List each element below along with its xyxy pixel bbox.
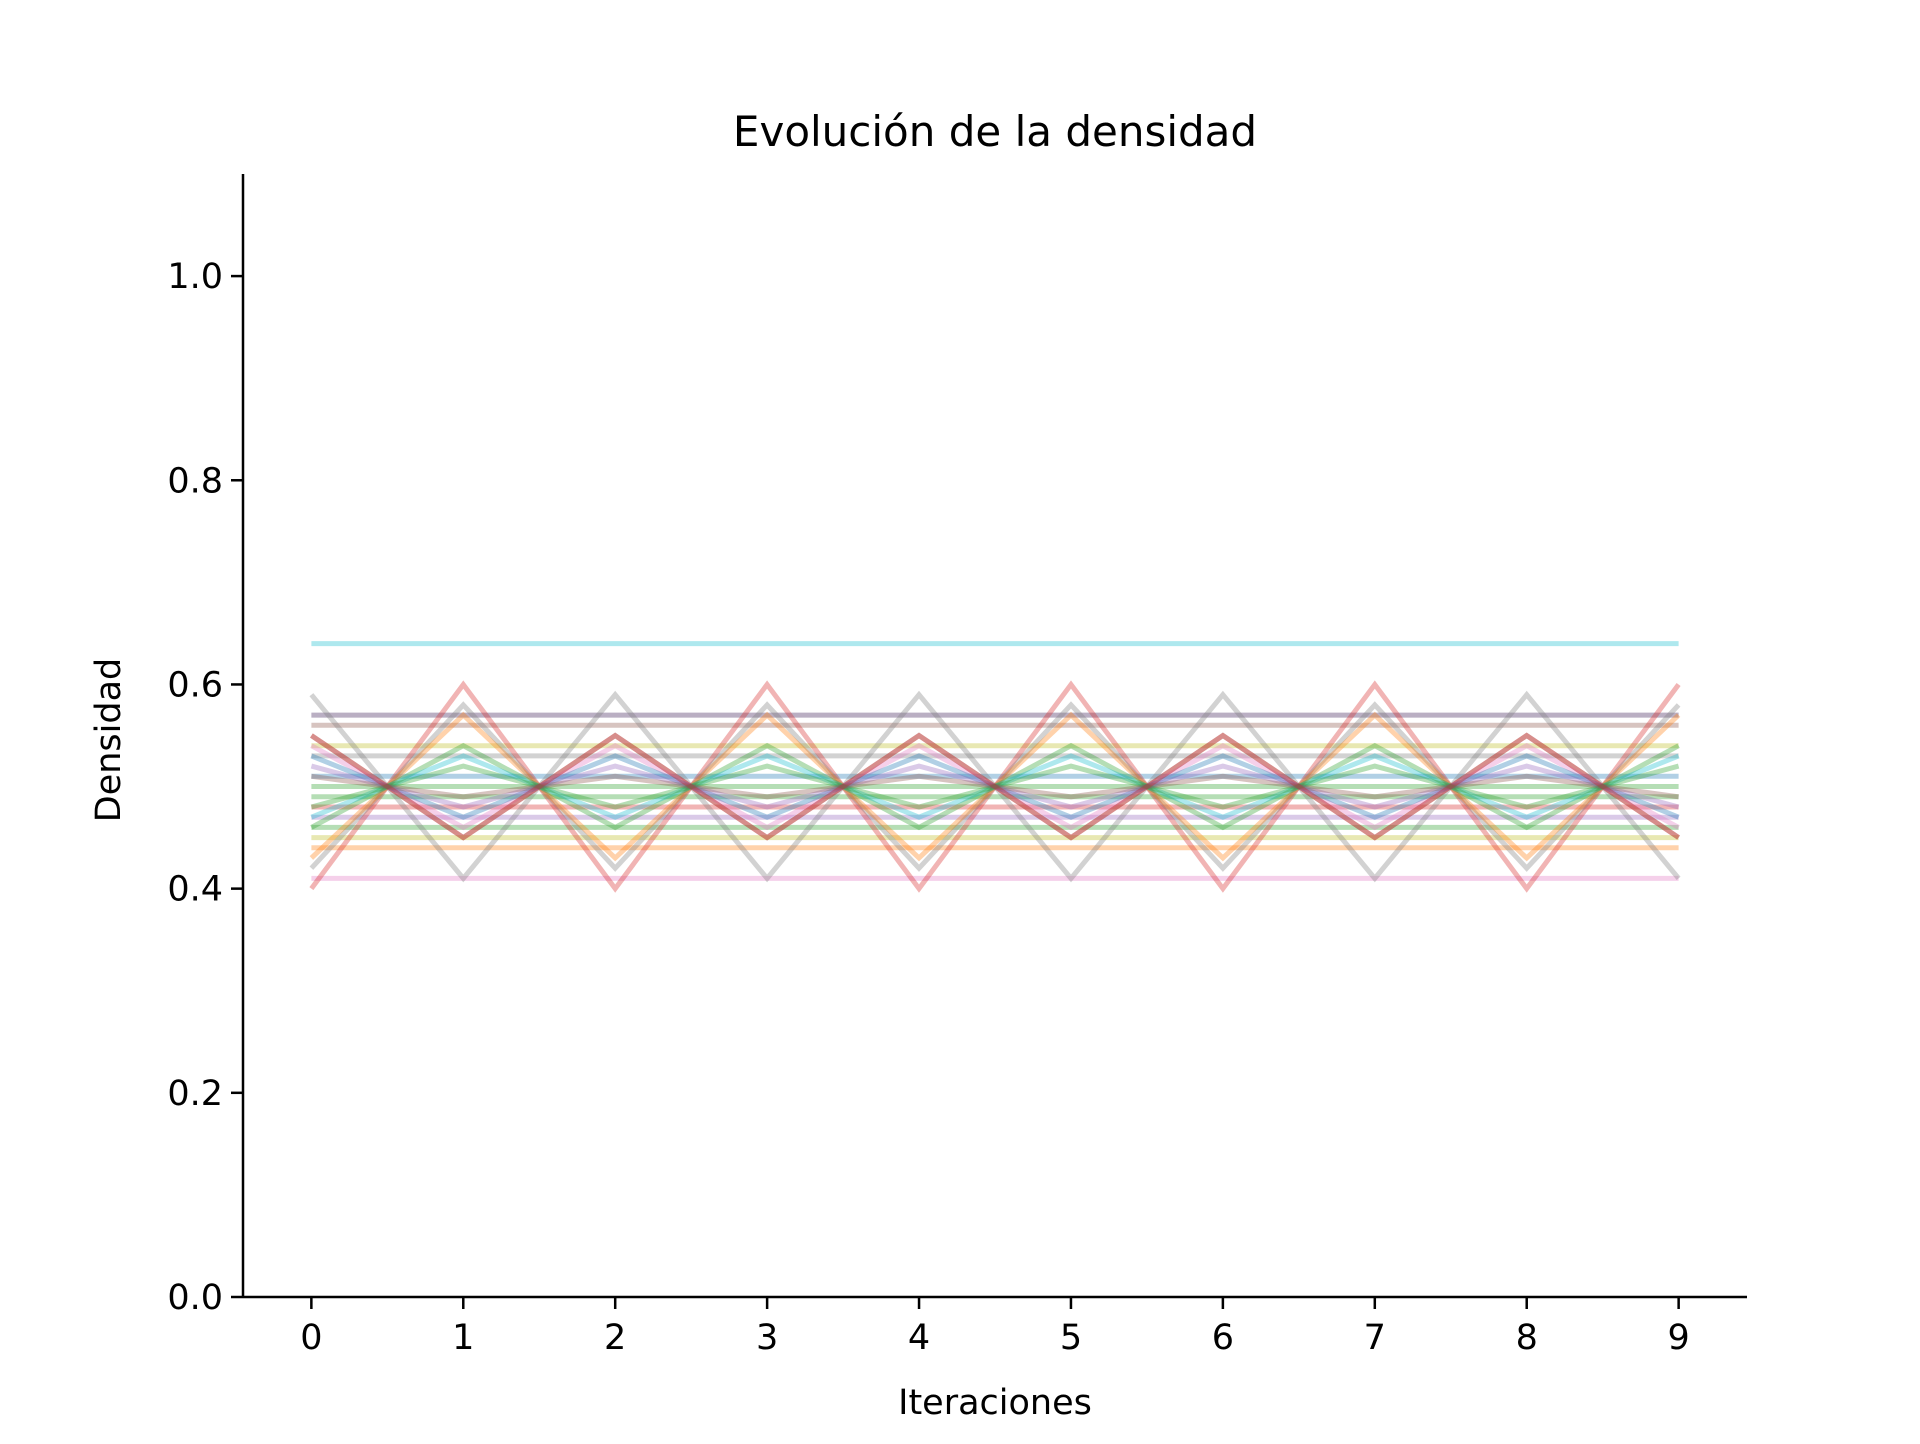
series-line-18: [309, 711, 1681, 862]
y-tick-label: 0.0: [167, 1278, 223, 1318]
x-tick-label: 3: [756, 1318, 778, 1358]
series-line-16: [309, 690, 1681, 883]
series-layer: [309, 641, 1681, 893]
y-tick-label: 0.8: [167, 461, 223, 501]
series-line-25: [310, 763, 1680, 810]
series-line-27: [310, 732, 1680, 841]
x-tick-label: 1: [452, 1318, 474, 1358]
series-line-26: [311, 773, 1679, 800]
x-ticks: 0 1 2 3 4 5 6 7 8 9: [300, 1297, 1690, 1358]
y-tick-label: 0.6: [167, 665, 223, 705]
series-line-22: [310, 753, 1680, 820]
x-tick-label: 0: [300, 1318, 322, 1358]
series-line-24: [310, 763, 1680, 810]
x-tick-label: 8: [1516, 1318, 1538, 1358]
y-tick-label: 0.4: [167, 870, 223, 910]
x-tick-label: 4: [908, 1318, 930, 1358]
y-axis-label: Densidad: [89, 658, 129, 823]
series-line-15: [309, 680, 1681, 893]
series-line-17: [309, 701, 1681, 872]
chart-title: Evolución de la densidad: [733, 107, 1257, 156]
y-ticks: 0.0 0.2 0.4 0.6 0.8 1.0: [167, 257, 243, 1318]
y-tick-label: 0.2: [167, 1074, 223, 1114]
x-tick-label: 5: [1060, 1318, 1082, 1358]
x-tick-label: 2: [604, 1318, 626, 1358]
x-axis-label: Iteraciones: [898, 1383, 1092, 1423]
x-tick-label: 9: [1667, 1318, 1689, 1358]
axes: [241, 174, 1747, 1299]
x-tick-label: 7: [1364, 1318, 1386, 1358]
series-line-19: [310, 732, 1680, 841]
series-line-21: [310, 742, 1680, 831]
y-tick-label: 1.0: [167, 257, 223, 297]
x-tick-label: 6: [1212, 1318, 1234, 1358]
series-line-23: [310, 753, 1680, 820]
series-line-20: [310, 742, 1680, 831]
